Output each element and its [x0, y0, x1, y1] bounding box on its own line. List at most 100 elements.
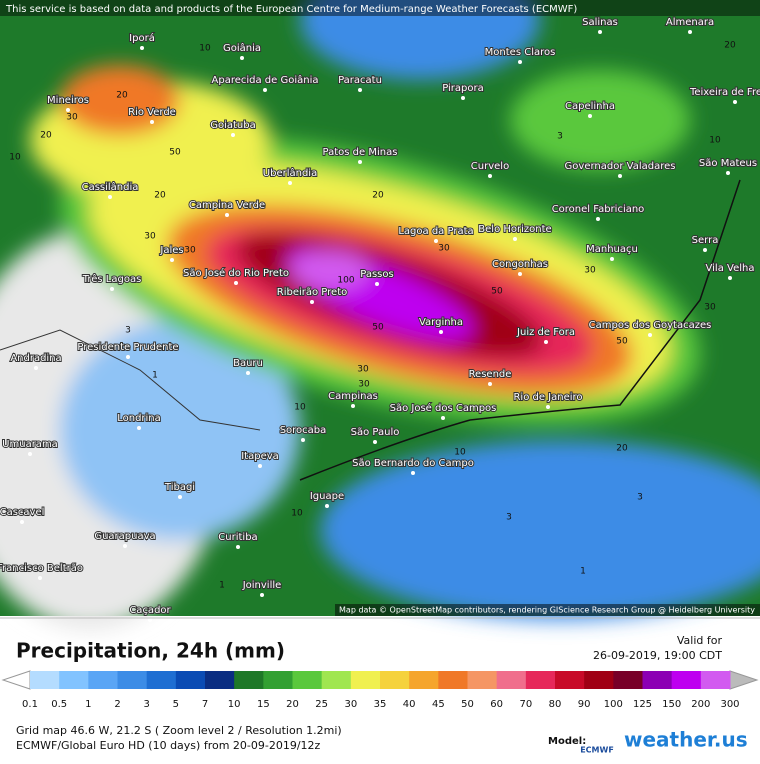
city-label: São Bernardo do Campo: [352, 458, 474, 469]
model-label: Model:: [548, 736, 586, 747]
city-dot: [20, 520, 24, 524]
city-label: Vila Velha: [706, 263, 755, 274]
city-label: Campinas: [328, 391, 378, 402]
contour-label: 50: [491, 287, 503, 297]
contour-label: 50: [616, 337, 628, 347]
city-label: Coronel Fabriciano: [552, 204, 645, 215]
city-dot: [703, 248, 707, 252]
legend-swatch: [613, 671, 643, 689]
contour-label: 1: [152, 371, 158, 381]
contour-label: 20: [116, 91, 128, 101]
contour-label: 1: [219, 581, 225, 591]
city-dot: [110, 287, 114, 291]
contour-label: 10: [454, 448, 466, 458]
city-label: Tibagi: [164, 482, 195, 493]
city-dot: [441, 416, 445, 420]
contour-label: 50: [169, 148, 181, 158]
legend-value: 125: [633, 699, 652, 710]
city-dot: [411, 471, 415, 475]
city-dot: [358, 88, 362, 92]
contour-label: 30: [704, 303, 716, 313]
contour-label: 30: [358, 380, 370, 390]
city-label: Cassilândia: [82, 181, 139, 193]
contour-label: 10: [291, 509, 303, 519]
city-dot: [246, 371, 250, 375]
city-label: Andradina: [10, 353, 61, 364]
legend-swatch: [234, 671, 264, 689]
city-dot: [488, 382, 492, 386]
city-label: Joinville: [242, 580, 282, 591]
valid-label: Valid for: [677, 634, 723, 647]
legend-value: 150: [662, 699, 681, 710]
legend-swatch: [350, 671, 381, 689]
city-dot: [648, 333, 652, 337]
city-dot: [728, 276, 732, 280]
legend-value: 2: [114, 699, 120, 710]
city-dot: [733, 100, 737, 104]
legend-value: 45: [432, 699, 445, 710]
city-label: Campos dos Goytacazes: [589, 320, 712, 331]
city-dot: [38, 576, 42, 580]
contour-label: 50: [372, 323, 384, 333]
city-dot: [66, 108, 70, 112]
legend-value: 7: [202, 699, 208, 710]
model-name: ECMWF: [580, 746, 614, 755]
city-dot: [310, 300, 314, 304]
city-dot: [439, 330, 443, 334]
city-label: Congonhas: [492, 259, 548, 270]
city-label: Aparecida de Goiânia: [212, 74, 319, 86]
city-label: Patos de Minas: [323, 147, 398, 158]
city-label: Governador Valadares: [565, 161, 676, 172]
city-dot: [610, 257, 614, 261]
city-dot: [170, 258, 174, 262]
contour-label: 30: [184, 246, 196, 256]
city-dot: [358, 160, 362, 164]
city-label: Lagoa da Prata: [398, 226, 473, 237]
legend-swatch: [467, 671, 498, 689]
contour-label: 30: [438, 244, 450, 254]
legend-swatch: [30, 671, 60, 689]
contour-label: 20: [40, 131, 52, 141]
city-dot: [488, 174, 492, 178]
city-dot: [596, 217, 600, 221]
contour-label: 20: [372, 191, 384, 201]
legend-swatch: [700, 671, 731, 689]
legend-value: 0.1: [22, 699, 38, 710]
contour-label: 30: [144, 232, 156, 242]
legend-swatch: [205, 671, 235, 689]
contour-label: 10: [9, 153, 21, 163]
legend-value: 5: [173, 699, 179, 710]
contour-label: 20: [724, 41, 736, 51]
legend-swatch: [263, 671, 293, 689]
valid-time: 26-09-2019, 19:00 CDT: [593, 649, 722, 662]
contour-label: 3: [637, 493, 643, 503]
legend-value: 3: [143, 699, 149, 710]
legend-swatch: [380, 671, 410, 689]
city-label: São Paulo: [351, 427, 400, 438]
city-dot: [375, 282, 379, 286]
legend-arrow-right: [729, 670, 759, 690]
contour-label: 3: [506, 513, 512, 523]
legend-value: 50: [461, 699, 474, 710]
city-label: Francisco Beltrão: [0, 563, 83, 574]
city-label: Curitiba: [218, 532, 257, 543]
legend-swatch: [88, 671, 118, 689]
city-dot: [325, 504, 329, 508]
legend-swatch: [496, 671, 527, 689]
city-label: Cascavel: [0, 507, 44, 518]
city-label: Itapeva: [241, 451, 279, 462]
legend-value: 30: [344, 699, 357, 710]
legend-value: 300: [720, 699, 739, 710]
city-dot: [726, 171, 730, 175]
city-dot: [518, 60, 522, 64]
legend-title: Precipitation, 24h (mm): [16, 639, 285, 663]
city-dot: [373, 440, 377, 444]
legend-swatch: [321, 671, 352, 689]
legend-value: 200: [691, 699, 710, 710]
legend-value: 35: [374, 699, 387, 710]
city-dot: [240, 56, 244, 60]
city-dot: [288, 181, 292, 185]
city-dot: [588, 114, 592, 118]
attribution: Map data © OpenStreetMap contributors, r…: [339, 606, 755, 615]
city-label: Mineiros: [47, 95, 89, 106]
